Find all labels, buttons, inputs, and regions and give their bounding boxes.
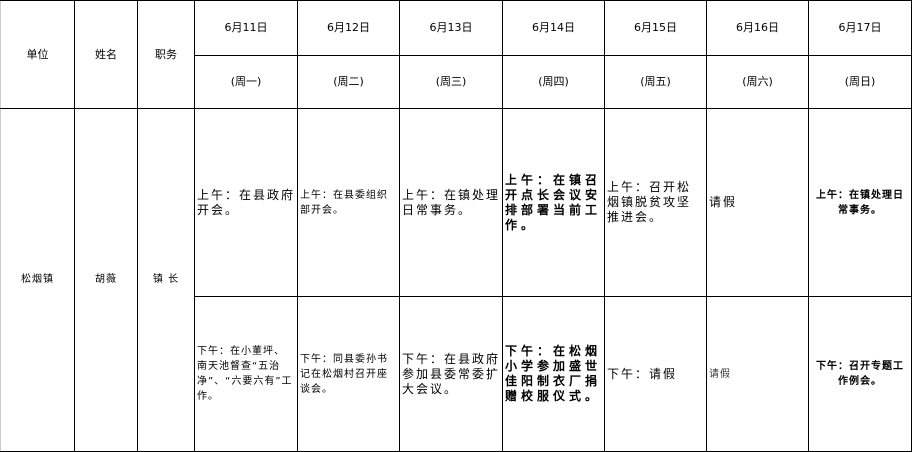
afternoon-cell: 下午：在松烟小学参加盛世佳阳制衣厂捐赠校服仪式。 (502, 296, 605, 452)
header-unit: 单位 (0, 0, 75, 109)
header-weekday: (周一) (194, 55, 298, 109)
morning-cell: 上午：在镇召开点长会议安排部署当前工作。 (502, 108, 605, 297)
afternoon-cell: 下午：请假 (604, 296, 707, 452)
afternoon-cell: 下午：同县委孙书记在松烟村召开座谈会。 (297, 296, 400, 452)
header-date: 6月14日 (502, 0, 605, 56)
morning-cell: 请假 (706, 108, 809, 297)
header-weekday: (周日) (808, 55, 912, 109)
header-date: 6月15日 (604, 0, 707, 56)
unit-cell: 松烟镇 (0, 108, 75, 452)
header-weekday: (周四) (502, 55, 605, 109)
header-name: 姓名 (74, 0, 138, 109)
afternoon-cell: 下午：召开专题工作例会。 (808, 296, 912, 452)
afternoon-cell: 下午：在小董坪、南天池督查“五治净”、“六要六有”工作。 (194, 296, 298, 452)
header-weekday: (周六) (706, 55, 809, 109)
header-date: 6月13日 (399, 0, 503, 56)
name-cell: 胡薇 (74, 108, 138, 452)
morning-cell: 上午：在镇处理日常事务。 (808, 108, 912, 297)
header-weekday: (周二) (297, 55, 400, 109)
afternoon-cell: 下午：在县政府参加县委常委扩大会议。 (399, 296, 503, 452)
header-date: 6月17日 (808, 0, 912, 56)
morning-cell: 上午：召开松烟镇脱贫攻坚推进会。 (604, 108, 707, 297)
header-date: 6月12日 (297, 0, 400, 56)
header-weekday: (周三) (399, 55, 503, 109)
header-date: 6月16日 (706, 0, 809, 56)
morning-cell: 上午：在镇处理日常事务。 (399, 108, 503, 297)
header-position: 职务 (137, 0, 195, 109)
header-date: 6月11日 (194, 0, 298, 56)
position-cell: 镇 长 (137, 108, 195, 452)
header-weekday: (周五) (604, 55, 707, 109)
morning-cell: 上午：在县委组织部开会。 (297, 108, 400, 297)
afternoon-cell: 请假 (706, 296, 809, 452)
morning-cell: 上午：在县政府开会。 (194, 108, 298, 297)
